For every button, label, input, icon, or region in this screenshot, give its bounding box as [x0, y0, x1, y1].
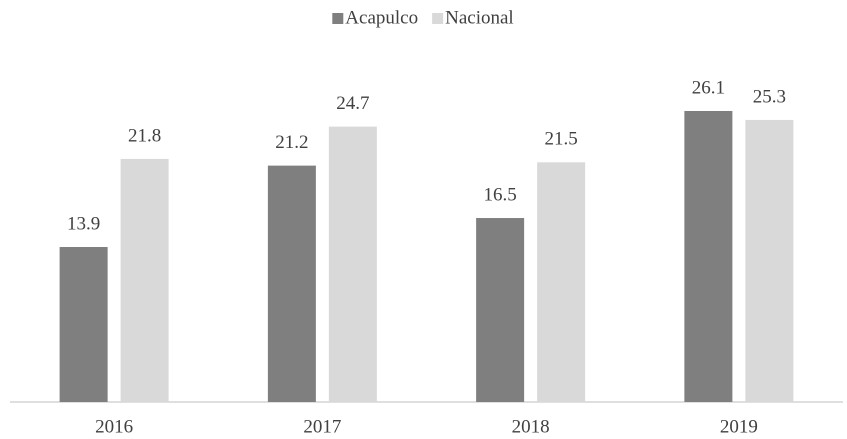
legend-swatch	[432, 13, 444, 24]
data-label: 21.8	[128, 125, 161, 146]
bar	[745, 119, 794, 402]
data-label: 24.7	[336, 93, 369, 114]
data-label: 16.5	[484, 184, 517, 205]
bar	[120, 158, 169, 402]
bar	[476, 218, 525, 402]
x-tick-label: 2016	[95, 416, 133, 437]
x-tick-label: 2017	[303, 416, 341, 437]
data-label: 21.5	[545, 129, 578, 150]
legend-label: Acapulco	[345, 7, 418, 28]
bar	[59, 247, 108, 402]
data-label: 25.3	[753, 86, 786, 107]
x-tick-label: 2018	[512, 416, 550, 437]
data-label: 13.9	[67, 213, 100, 234]
data-label: 21.2	[275, 132, 308, 153]
legend-label: Nacional	[445, 7, 514, 28]
legend-swatch	[332, 13, 344, 24]
bar	[328, 126, 377, 402]
data-label: 26.1	[692, 77, 725, 98]
bar	[537, 162, 586, 402]
x-tick-label: 2019	[720, 416, 758, 437]
bar	[684, 110, 733, 403]
bar	[267, 165, 316, 402]
